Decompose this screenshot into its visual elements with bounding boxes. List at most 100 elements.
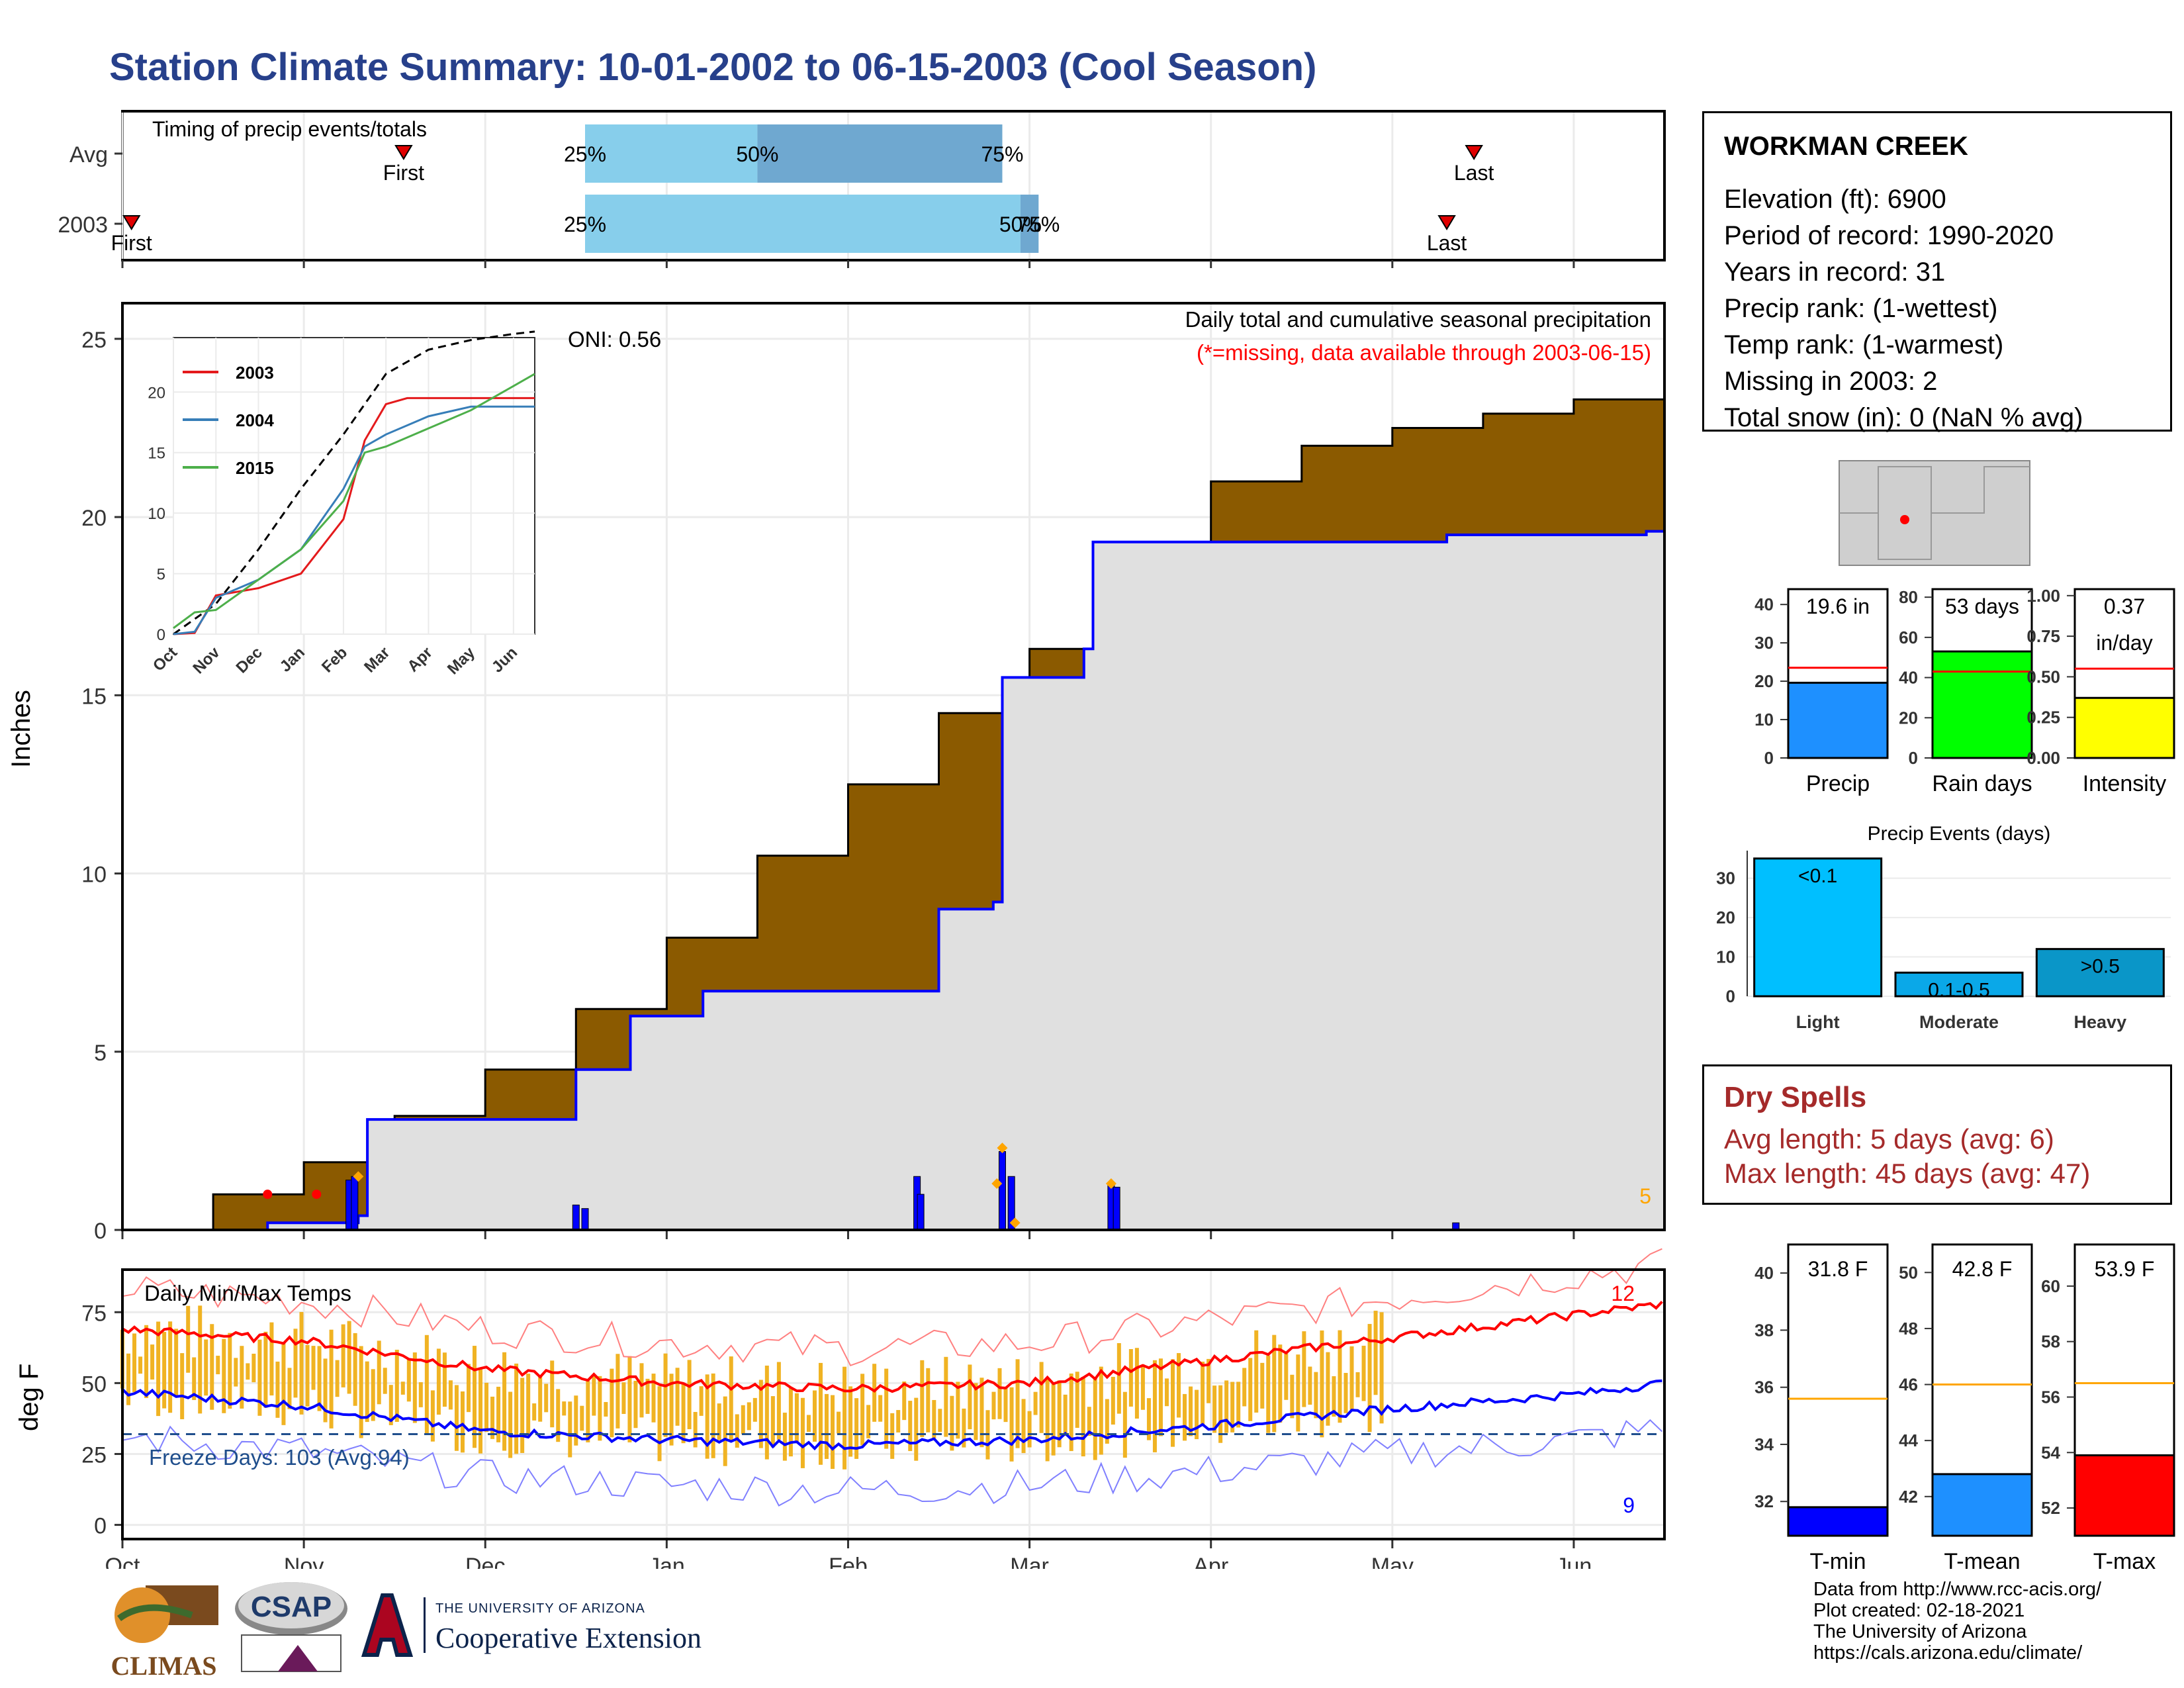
mini-value-0: 19.6 in <box>1806 594 1870 618</box>
tbar-tick-label: 58 <box>2041 1332 2060 1352</box>
precip-ylabel: Inches <box>7 690 36 768</box>
mini-tick-label: 0.00 <box>2026 748 2060 768</box>
daily-temp-bar <box>1093 1377 1097 1460</box>
inset-series-2015 <box>173 373 535 630</box>
daily-temp-bar <box>705 1374 709 1459</box>
daily-temp-bar <box>1057 1380 1062 1448</box>
daily-temp-bar <box>150 1344 155 1380</box>
daily-temp-bar <box>1140 1364 1145 1410</box>
daily-temp-bar <box>388 1385 393 1425</box>
daily-temp-bar <box>837 1411 841 1434</box>
daily-temp-bar <box>293 1329 298 1398</box>
mini-tick-label: 60 <box>1899 628 1918 647</box>
daily-temp-bar <box>550 1360 555 1428</box>
page-title: Station Climate Summary: 10-01-2002 to 0… <box>109 46 1317 89</box>
daily-temp-bar <box>496 1386 501 1442</box>
timing-label: Timing of precip events/totals <box>152 117 427 141</box>
daily-temp-bar <box>723 1396 727 1466</box>
daily-temp-bar <box>442 1352 447 1407</box>
daily-temp-bar <box>1051 1382 1056 1456</box>
daily-temp-bar <box>627 1356 632 1442</box>
events-tick-label: 30 <box>1716 868 1735 888</box>
events-tick-label: 10 <box>1716 947 1735 967</box>
daily-temp-bar <box>502 1352 507 1451</box>
daily-temp-bar <box>1027 1411 1032 1448</box>
freeze-days-text: Freeze Days: 103 (Avg:94) <box>149 1445 410 1470</box>
temp-ytick-label: 50 <box>81 1372 107 1397</box>
daily-temp-bar <box>651 1374 656 1423</box>
daily-temp-bar <box>156 1321 161 1417</box>
daily-precip-bar <box>1113 1186 1120 1231</box>
daily-temp-bar <box>1218 1385 1223 1443</box>
summary-bar-charts: 0 10 20 30 40 19.6 in Precip 0 20 40 60 80 53 days Ra… <box>1754 586 2175 796</box>
daily-temp-bar <box>1332 1376 1336 1417</box>
station-info-box: WORKMAN CREEK Elevation (ft): 6900 Perio… <box>1702 111 2172 432</box>
daily-temp-bar <box>1183 1393 1187 1441</box>
daily-temp-bar <box>562 1401 567 1416</box>
daily-temp-bar <box>1355 1372 1360 1397</box>
daily-temp-bar <box>1320 1330 1324 1438</box>
csap-text: CSAP <box>250 1591 332 1623</box>
daily-temp-bar <box>1075 1372 1079 1429</box>
dry-spells-max: Max length: 45 days (avg: 47) <box>1724 1158 2091 1189</box>
events-xlabel-Moderate: Moderate <box>1919 1012 1999 1032</box>
ua-name-text: THE UNIVERSITY OF ARIZONA <box>435 1601 645 1616</box>
daily-temp-bar <box>1081 1377 1085 1457</box>
pct-label-yr-2: 75% <box>1017 212 1060 236</box>
inset-legend-label-2015: 2015 <box>236 458 274 478</box>
daily-temp-bar <box>1189 1386 1193 1436</box>
daily-temp-bar <box>347 1321 351 1394</box>
daily-temp-bar <box>228 1333 232 1409</box>
station-location-dot <box>1900 515 1909 524</box>
daily-temp-bar <box>896 1410 901 1432</box>
daily-temp-bar <box>956 1382 960 1439</box>
daily-temp-bar <box>484 1382 489 1432</box>
daily-temp-bar <box>842 1366 847 1470</box>
mini-bar-2 <box>2073 696 2175 759</box>
daily-temp-bar <box>359 1346 363 1438</box>
mini-tick-label: 40 <box>1899 668 1918 688</box>
timing-panel: Avg 2003 Timing of precip events/totals 25%… <box>58 110 1666 268</box>
events-xlabel-Heavy: Heavy <box>2074 1012 2127 1032</box>
daily-temp-bar <box>932 1399 936 1438</box>
events-tick-label: 20 <box>1716 908 1735 927</box>
csap-logo: CSAP <box>232 1579 351 1678</box>
daily-temp-bar <box>138 1356 143 1374</box>
daily-temp-bar <box>621 1382 626 1414</box>
daily-temp-bar <box>568 1401 572 1458</box>
daily-temp-bar <box>478 1368 483 1454</box>
daily-temp-bar <box>526 1374 531 1438</box>
footer-url: https://cals.arizona.edu/climate/ <box>1813 1642 2083 1664</box>
daily-temp-bar <box>610 1368 614 1438</box>
daily-temp-bar <box>1230 1382 1235 1432</box>
daily-precip-bar <box>572 1204 580 1231</box>
mini-tick-label: 0.25 <box>2026 708 2060 727</box>
avg-first-label: First <box>383 161 424 185</box>
missing-data-marker <box>312 1190 322 1199</box>
daily-temp-bar <box>490 1396 495 1439</box>
inset-avg-line <box>173 330 535 635</box>
events-bar-Moderate <box>1894 971 2024 998</box>
daily-temp-bar <box>538 1376 543 1422</box>
daily-temp-bar <box>204 1339 208 1396</box>
events-bar-text-Light: <0.1 <box>1798 865 1837 887</box>
daily-temp-bar <box>275 1361 280 1418</box>
daily-temp-bar <box>657 1386 662 1462</box>
daily-temp-bar <box>186 1305 191 1373</box>
daily-temp-bar <box>663 1353 668 1437</box>
daily-temp-bar <box>794 1393 799 1444</box>
mini-tick-label: 20 <box>1899 708 1918 727</box>
inset-ytick-label: 10 <box>148 505 165 523</box>
obs-cumulative-line <box>122 530 1664 1231</box>
month-label: Jan <box>649 1554 685 1569</box>
daily-temp-bar <box>377 1340 381 1405</box>
daily-temp-bar <box>782 1413 787 1461</box>
csap-emblem <box>235 1582 347 1672</box>
climas-logo: CLIMAS <box>106 1579 222 1681</box>
daily-temp-bar <box>687 1360 692 1430</box>
daily-temp-bar <box>1195 1389 1199 1440</box>
inset-legend-label-2003: 2003 <box>236 363 274 383</box>
daily-temp-bar <box>412 1352 417 1423</box>
daily-temp-bar <box>758 1380 763 1448</box>
daily-temp-bar <box>269 1322 274 1396</box>
